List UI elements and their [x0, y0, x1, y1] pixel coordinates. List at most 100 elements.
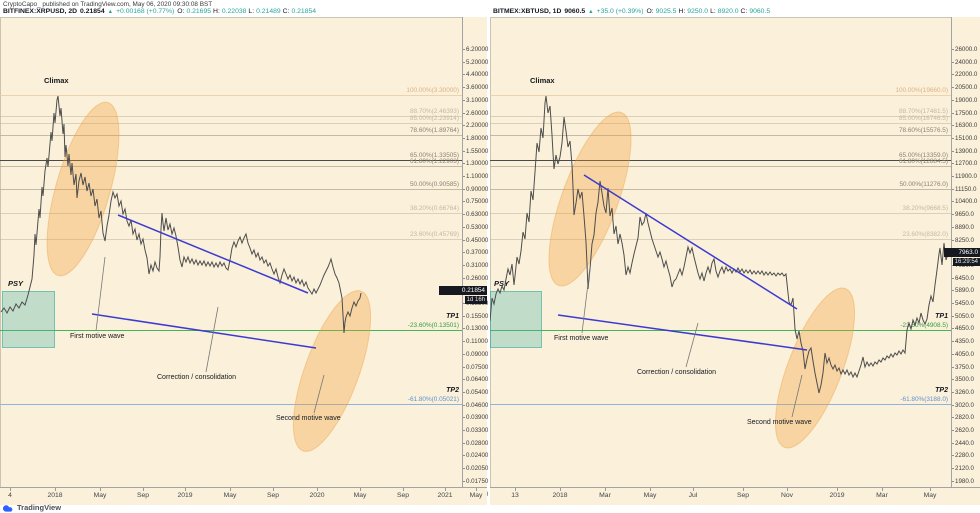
fib-level-label: 38.20%(0.66764) [409, 205, 459, 212]
time-axis-tick: Mar [588, 488, 622, 499]
annotation-second-motive-wave: Second motive wave [747, 419, 812, 426]
price-axis-tick: 0.03300 [462, 427, 489, 434]
price-axis-tick: 8250.0 [952, 236, 974, 244]
price-plot-xbtusd[interactable]: 100.00%(19660.0) 88.70%(17481.5) 85.00%(16… [490, 17, 951, 487]
time-axis[interactable]: 4 2018 May Sep 2019 May Sep 2020 May Sep 2021 May [0, 487, 487, 505]
fib-level-label: 100.00%(19660.0) [895, 87, 948, 94]
price-axis-tick: 17500.0 [951, 109, 978, 117]
fib-level-label: 50.00%(0.90585) [409, 181, 459, 188]
climax-label: Climax [44, 76, 69, 85]
fib-level-label: 100.00%(3.30000) [406, 87, 459, 94]
time-axis-tick: 13 [498, 488, 532, 499]
fib-level-line [0, 95, 462, 96]
left-symbol-header: BITFINEX:XRPUSD, 2D 0.21854 ▲ +0.00168 (… [3, 8, 316, 15]
time-axis-tick: May [213, 488, 247, 499]
published-line: CryptoCapo_ published on TradingView.com… [3, 1, 213, 8]
time-axis-tick: May [633, 488, 667, 499]
price-axis-tick: 0.26000 [462, 274, 489, 282]
price-axis-tick: 11900.0 [952, 173, 977, 180]
price-axis-tick: 0.11000 [463, 338, 488, 346]
fib-level-line [0, 213, 462, 214]
price-axis-tick: 3500.0 [952, 376, 974, 384]
price-axis-tick: 4050.0 [952, 350, 974, 358]
price-axis-tick: 0.15500 [462, 312, 489, 320]
time-axis-tick: Jul [676, 488, 710, 499]
price-axis-tick: 3750.0 [952, 363, 974, 371]
price-axis-tick: 6450.0 [952, 274, 974, 282]
price-axis-tick: 3.10000 [462, 96, 489, 104]
chart-panel-xbtusd[interactable]: 100.00%(19660.0) 88.70%(17481.5) 85.00%(16… [490, 17, 980, 505]
annotation-first-motive-wave: First motive wave [70, 333, 125, 340]
fib-level-label: 61.80%(1.22903) [409, 158, 459, 165]
target-label-tp1: -23.60%(4908.5) [900, 322, 948, 329]
time-axis-tick: May [459, 488, 493, 499]
price-plot-xrpusd[interactable]: 100.00%(3.30000) 88.70%(2.46393) 85.00%(2.… [0, 17, 462, 487]
fib-level-label: 88.70%(2.46393) [409, 108, 459, 115]
fib-level-line [490, 135, 951, 136]
price-axis-tick: 2280.0 [952, 452, 974, 460]
price-axis-tick: 12700.0 [951, 160, 978, 168]
target-line-tp2 [490, 404, 951, 405]
target-label-tp2: -61.80%(3188.0) [900, 396, 948, 403]
time-axis-tick: May [913, 488, 947, 499]
price-axis-tick: 3020.0 [952, 401, 974, 409]
callout-line-first-motive-wave [95, 256, 106, 332]
fib-level-line [490, 160, 951, 161]
chart-panel-xrpusd[interactable]: 100.00%(3.30000) 88.70%(2.46393) 85.00%(2.… [0, 17, 489, 505]
price-axis-tick: 16300.0 [951, 122, 978, 130]
right-symbol-name[interactable]: BITMEX:XBTUSD, 1D [493, 8, 562, 15]
ohlc-value: 9060.5 [749, 8, 771, 15]
price-axis-tick: 0.63000 [462, 211, 489, 219]
left-ohlc: O: 0.21695 H: 0.22038 L: 0.21489 C: 0.21854 [177, 8, 316, 15]
fib-level-label: 38.20%(9668.5) [902, 205, 948, 212]
price-axis-tick: 0.53000 [462, 223, 489, 231]
fib-level-label: 23.60%(8382.0) [902, 231, 948, 238]
price-axis[interactable]: 6.20000 5.20000 4.40000 3.60000 3.10000 2.600… [462, 17, 489, 498]
price-axis-tick: 1.80000 [462, 134, 489, 142]
price-series [490, 95, 949, 394]
fib-level-line [490, 166, 951, 167]
price-axis-tick: 0.13000 [462, 325, 489, 333]
time-axis[interactable]: 13 2018 Mar May Jul Sep Nov 2019 Mar May [490, 487, 980, 505]
callout-line-correction-consolidation [685, 322, 699, 368]
price-axis-tick: 2620.0 [952, 427, 974, 434]
ohlc-value: 0.21489 [256, 8, 281, 15]
climax-label: Climax [530, 76, 555, 85]
fib-level-line [490, 116, 951, 117]
time-axis-tick: Sep [126, 488, 160, 499]
price-axis-tick: 24000.0 [951, 58, 978, 66]
wedge-upper-trendline [117, 214, 309, 294]
ohlc-value: 9025.5 [655, 8, 677, 15]
up-arrow-icon: ▲ [107, 9, 114, 15]
tradingview-logo[interactable]: TradingView [3, 503, 61, 512]
fib-level-line [490, 95, 951, 96]
callout-line-second-motive-wave [791, 374, 803, 418]
price-axis-tick: 15100.0 [951, 134, 978, 142]
motive-wave-ellipse [774, 287, 856, 449]
fib-level-line [490, 189, 951, 190]
right-change: +35.0 (+0.39%) [596, 8, 644, 15]
price-axis-tick: 0.02400 [462, 452, 489, 460]
price-axis-tick: 0.90000 [462, 185, 489, 193]
time-axis-tick: 2020 [300, 488, 334, 499]
price-axis-tick: 13900.0 [951, 147, 978, 155]
price-axis-tick: 4350.0 [952, 338, 974, 346]
time-axis-tick: Mar [865, 488, 899, 499]
price-axis-tick: 2.60000 [462, 109, 489, 117]
left-symbol-name[interactable]: BITFINEX:XRPUSD, 2D [3, 8, 78, 15]
annotation-correction-consolidation: Correction / consolidation [157, 374, 236, 381]
time-axis-tick: 2019 [820, 488, 854, 499]
bar-countdown: 1d 16h [464, 296, 487, 304]
tradingview-cloud-icon [3, 504, 13, 512]
price-axis-tick: 0.75000 [462, 198, 489, 206]
time-axis-tick: 2021 [428, 488, 462, 499]
price-series [0, 95, 362, 334]
time-axis-tick: Sep [726, 488, 760, 499]
time-axis-tick: Sep [386, 488, 420, 499]
fib-level-line [0, 166, 462, 167]
price-axis-tick: 22000.0 [951, 71, 978, 79]
ohlc-key: C: [740, 8, 748, 15]
time-axis-tick: Nov [770, 488, 804, 499]
price-axis-tick: 0.37000 [462, 249, 489, 257]
ohlc-key: O: [177, 8, 185, 15]
